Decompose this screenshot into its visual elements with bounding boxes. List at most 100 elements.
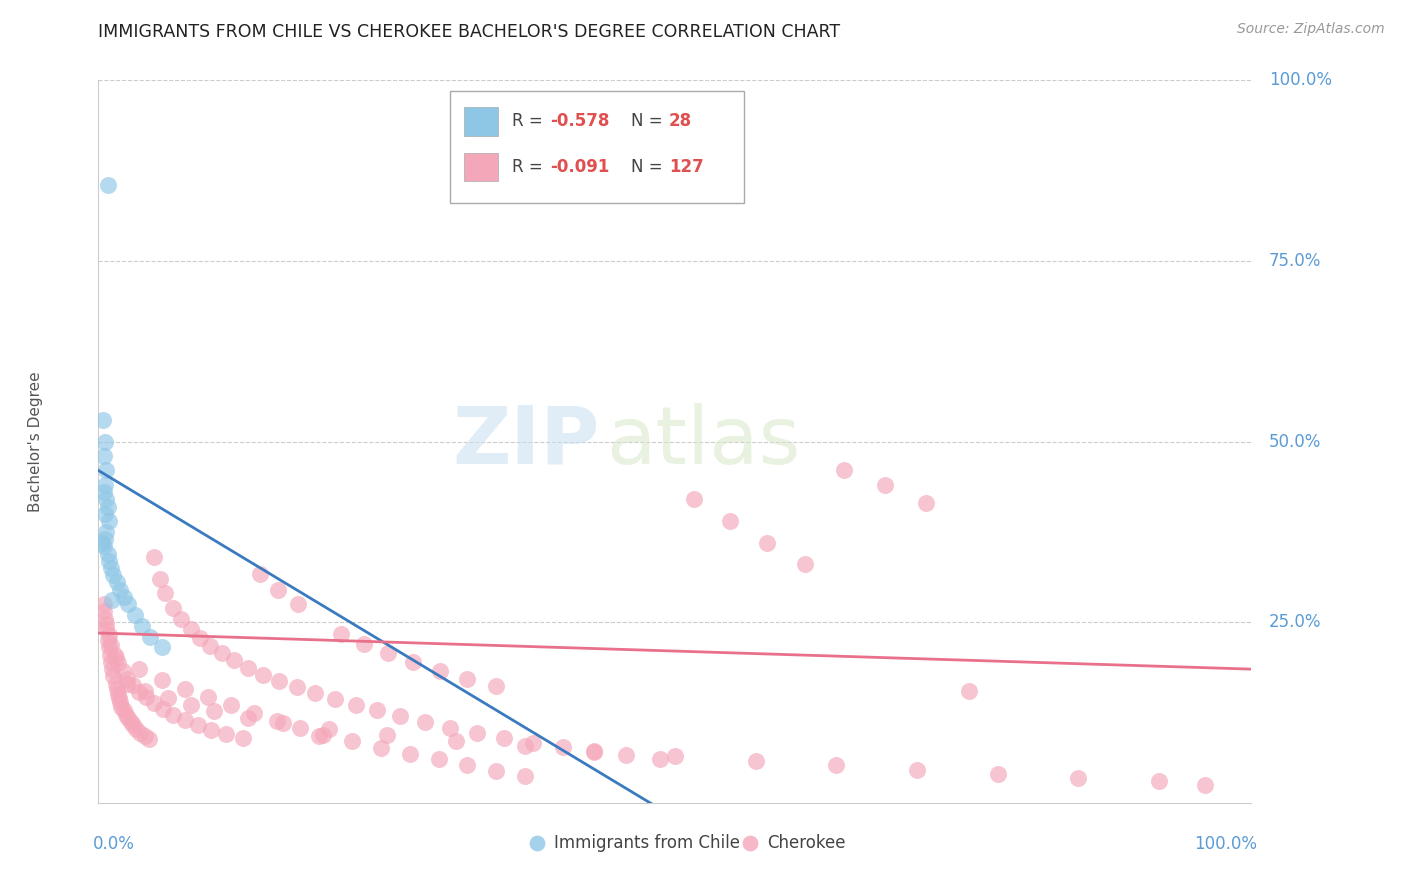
Text: -0.578: -0.578 (550, 112, 610, 130)
Text: IMMIGRANTS FROM CHILE VS CHEROKEE BACHELOR'S DEGREE CORRELATION CHART: IMMIGRANTS FROM CHILE VS CHEROKEE BACHEL… (98, 22, 841, 40)
Text: N =: N = (631, 112, 668, 130)
Point (444, 733, 467, 747)
Point (110, 695, 132, 709)
Point (97, 628, 120, 642)
Point (107, 687, 129, 701)
Point (112, 703, 135, 717)
Point (134, 683, 156, 698)
Point (683, 492, 706, 507)
Point (94, 434, 117, 449)
Point (252, 668, 274, 682)
Point (97, 554, 120, 568)
Point (402, 655, 425, 669)
FancyBboxPatch shape (464, 153, 499, 181)
Point (413, 714, 436, 729)
Point (987, 767, 1010, 781)
Point (150, 673, 173, 687)
Point (110, 582, 132, 597)
Point (905, 763, 928, 777)
Point (522, 736, 544, 750)
Point (180, 698, 202, 712)
Point (224, 653, 246, 667)
FancyBboxPatch shape (450, 91, 744, 203)
Point (93, 604, 115, 618)
Point (269, 674, 291, 689)
Point (353, 637, 375, 651)
Text: 127: 127 (669, 158, 704, 176)
Point (744, 754, 766, 768)
Text: Cherokee: Cherokee (768, 833, 845, 852)
Point (718, 514, 741, 528)
Point (97, 514, 120, 528)
Text: 75.0%: 75.0% (1268, 252, 1322, 270)
Point (90, 535, 112, 549)
Point (664, 748, 686, 763)
Point (100, 638, 122, 652)
Point (377, 646, 399, 660)
Point (152, 702, 174, 716)
Point (124, 607, 146, 622)
Point (915, 496, 938, 510)
Point (271, 716, 294, 731)
Point (112, 590, 135, 604)
Point (290, 722, 312, 736)
Text: N =: N = (631, 158, 668, 176)
Point (231, 731, 254, 746)
Point (128, 684, 150, 698)
Point (200, 639, 222, 653)
Point (318, 722, 340, 736)
Point (120, 714, 142, 729)
Point (148, 572, 170, 586)
Point (429, 664, 451, 678)
Point (101, 593, 124, 607)
Point (513, 769, 536, 783)
Point (957, 683, 980, 698)
Point (97, 178, 120, 192)
Text: R =: R = (512, 112, 548, 130)
Point (375, 728, 398, 742)
Text: R =: R = (512, 158, 548, 176)
Text: 100.0%: 100.0% (1194, 835, 1257, 854)
Point (304, 686, 326, 700)
Point (323, 691, 346, 706)
Point (485, 680, 508, 694)
Point (122, 678, 145, 692)
Text: 28: 28 (669, 112, 692, 130)
Point (129, 725, 152, 739)
Point (97, 640, 120, 655)
Text: Source: ZipAtlas.com: Source: ZipAtlas.com (1237, 22, 1385, 37)
Point (100, 655, 122, 669)
Point (287, 597, 309, 611)
Point (825, 758, 848, 772)
Point (94, 532, 117, 546)
Point (202, 704, 225, 718)
Text: Bachelor's Degree: Bachelor's Degree (28, 371, 42, 512)
Text: ZIP: ZIP (453, 402, 600, 481)
Text: 25.0%: 25.0% (1268, 613, 1322, 632)
Point (115, 707, 138, 722)
Point (101, 662, 124, 676)
Point (104, 651, 127, 665)
Point (238, 710, 260, 724)
Point (110, 699, 132, 714)
Point (93, 485, 115, 500)
Point (456, 672, 478, 686)
Point (96, 463, 118, 477)
Point (551, 740, 574, 755)
Point (117, 711, 139, 725)
Point (249, 567, 271, 582)
Point (98, 648, 121, 662)
Point (583, 744, 606, 758)
Point (125, 722, 148, 736)
Point (340, 734, 363, 748)
Point (1194, 778, 1216, 792)
Point (285, 680, 308, 694)
Point (138, 732, 160, 747)
Point (97, 547, 120, 561)
Point (170, 611, 193, 625)
Point (131, 619, 153, 633)
Point (398, 747, 420, 761)
Point (135, 690, 157, 705)
Point (96, 492, 118, 507)
Point (465, 725, 488, 739)
